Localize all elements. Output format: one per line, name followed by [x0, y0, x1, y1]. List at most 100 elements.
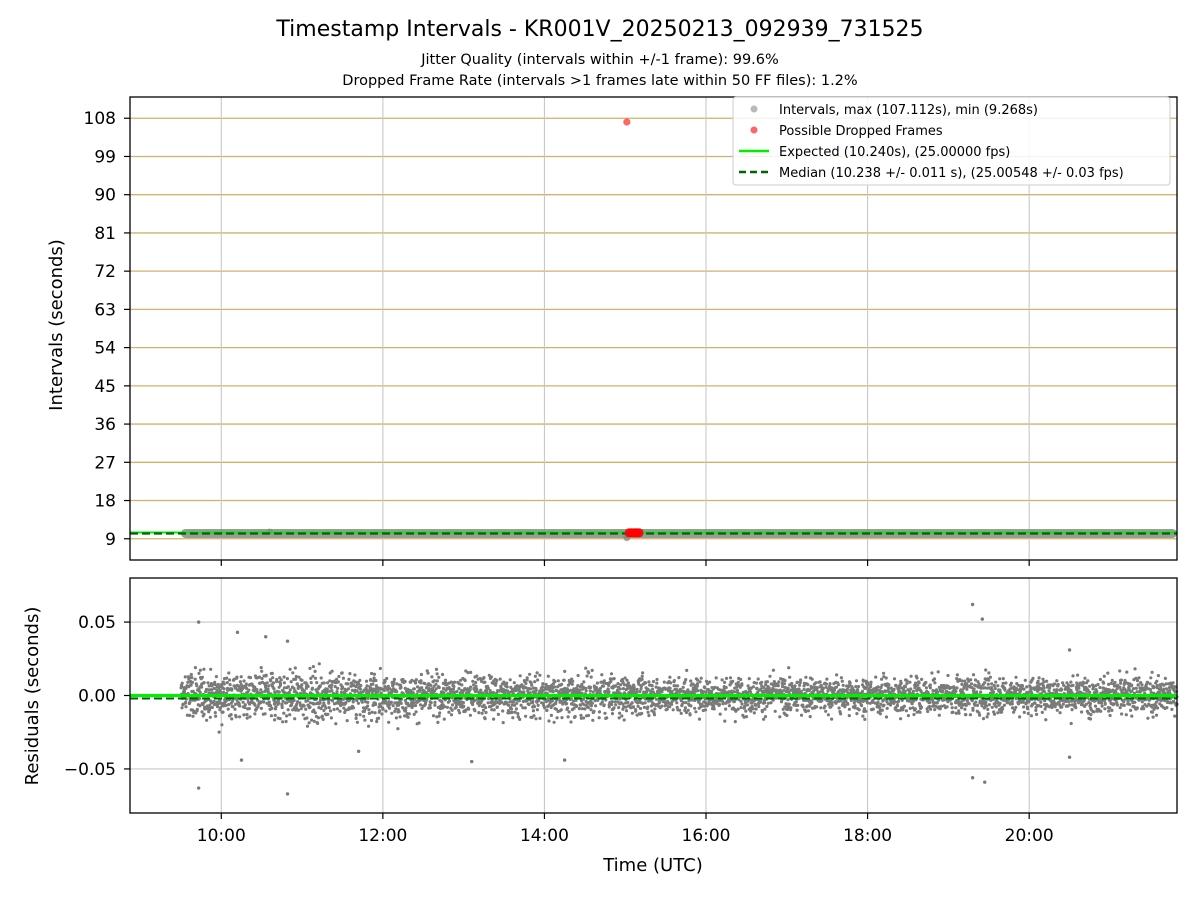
residual-point: [797, 687, 801, 691]
residual-point: [626, 681, 631, 685]
residual-point: [280, 703, 284, 707]
residual-point: [681, 685, 685, 690]
residual-point: [318, 701, 322, 705]
residual-point: [220, 723, 224, 727]
residual-point: [698, 680, 702, 684]
residual-point: [383, 699, 387, 703]
residual-point: [600, 673, 604, 677]
residual-point: [437, 714, 441, 718]
residual-point: [406, 701, 410, 706]
residual-point: [1107, 709, 1111, 713]
residual-point: [1124, 689, 1129, 693]
residual-point: [949, 702, 954, 706]
residual-point: [233, 702, 237, 706]
residual-point: [576, 673, 580, 678]
residual-point: [345, 719, 349, 723]
residual-point: [222, 690, 226, 695]
residual-point: [662, 680, 666, 684]
residual-point: [547, 703, 551, 707]
residual-point: [616, 682, 620, 686]
residual-point: [259, 666, 263, 670]
residual-point: [1098, 677, 1102, 682]
residual-point: [589, 704, 594, 708]
residual-outlier-point: [285, 792, 290, 796]
residual-point: [563, 669, 567, 674]
residual-point: [1099, 709, 1103, 713]
residual-point: [486, 686, 490, 690]
residual-point: [457, 708, 461, 713]
residual-point: [342, 706, 346, 710]
residual-point: [1128, 702, 1132, 707]
residual-point: [495, 678, 499, 683]
residual-point: [1156, 674, 1160, 678]
residual-point: [762, 717, 766, 721]
residual-outlier-point: [562, 758, 567, 762]
residual-point: [429, 683, 433, 688]
residual-point: [231, 699, 235, 703]
residual-point: [839, 676, 844, 680]
residual-point: [451, 687, 455, 691]
residual-point: [721, 702, 725, 706]
residual-point: [830, 717, 834, 721]
residual-point: [964, 713, 968, 717]
residual-point: [983, 681, 987, 685]
residual-point: [646, 710, 650, 714]
residual-point: [231, 705, 235, 709]
residual-point: [572, 706, 576, 710]
residual-point: [786, 698, 790, 702]
residual-point: [1073, 702, 1077, 706]
residual-point: [322, 708, 326, 713]
residual-point: [814, 681, 818, 685]
residual-point: [1111, 689, 1115, 693]
residual-point: [282, 675, 286, 679]
residual-point: [783, 678, 787, 683]
residual-point: [302, 689, 306, 693]
residual-point: [1151, 715, 1155, 719]
residual-point: [781, 685, 785, 689]
intervals-y-tick-label: 54: [94, 339, 116, 359]
residual-point: [884, 676, 888, 680]
residual-point: [848, 681, 852, 685]
residual-point: [969, 682, 974, 686]
residual-point: [423, 682, 427, 686]
residual-point: [533, 674, 538, 678]
residual-point: [1002, 703, 1007, 707]
residual-point: [861, 714, 865, 718]
residual-point: [208, 715, 212, 719]
residual-point: [1018, 689, 1023, 693]
residual-point: [316, 716, 321, 720]
residual-point: [1070, 691, 1074, 695]
residual-point: [406, 715, 410, 719]
residual-point: [513, 703, 517, 707]
residual-point: [364, 679, 369, 683]
residual-point: [385, 676, 389, 681]
residual-point: [898, 690, 902, 694]
residual-point: [722, 687, 726, 691]
residual-point: [554, 701, 558, 705]
residual-point: [693, 706, 697, 710]
residual-point: [724, 676, 729, 681]
residual-point: [445, 705, 449, 709]
residual-point: [336, 686, 340, 691]
residual-point: [508, 678, 512, 682]
residual-point: [795, 680, 800, 684]
residual-point: [214, 714, 218, 718]
chart-subtitle-jitter: Jitter Quality (intervals within +/-1 fr…: [420, 52, 779, 68]
residual-point: [549, 713, 554, 718]
residual-point: [269, 679, 273, 683]
residual-point: [727, 704, 732, 708]
residual-point: [1026, 711, 1030, 716]
residual-point: [1055, 708, 1059, 712]
residual-point: [1084, 702, 1088, 707]
residual-point: [762, 685, 766, 690]
residual-point: [1018, 715, 1022, 719]
residual-point: [1150, 710, 1154, 714]
residual-point: [589, 685, 593, 690]
residual-point: [295, 691, 299, 695]
residual-point: [1130, 683, 1134, 687]
residual-point: [794, 700, 798, 704]
residual-point: [847, 707, 852, 711]
residual-point: [668, 675, 672, 679]
residual-point: [612, 706, 616, 710]
residual-point: [589, 675, 593, 679]
